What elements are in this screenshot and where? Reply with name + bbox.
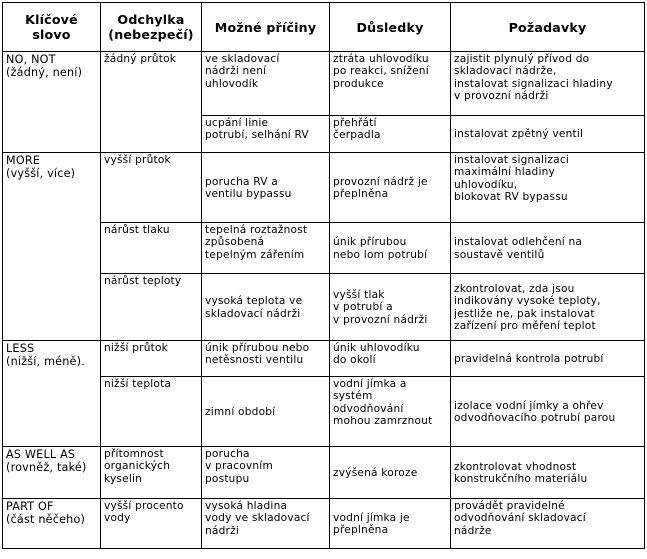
cause-cell: vysoká teplota ve skladovací nádrži [201, 273, 330, 341]
table-row: nárůst teploty vysoká teplota ve skladov… [3, 273, 645, 341]
header-causes: Možné příčiny [201, 2, 330, 52]
keyword-cell: LESS (nižší, méně). [2, 340, 101, 447]
header-deviation: Odchylka (nebezpečí) [100, 2, 202, 52]
consequence-cell: vyšší tlak v potrubí a v provozní nádrži [329, 273, 451, 341]
deviation-cell: žádný průtok [100, 51, 202, 153]
hazop-table: Klíčové slovo Odchylka (nebezpečí) Možné… [2, 2, 645, 549]
header-requirements: Požadavky [450, 2, 645, 52]
requirement-cell: pravidelná kontrola potrubí [450, 340, 645, 377]
requirement-cell: zkontrolovat vhodnost konstrukčního mate… [450, 446, 645, 499]
cause-cell: únik přírubou nebo netěsnosti ventilu [201, 340, 330, 377]
requirement-cell: zkontrolovat, zda jsou indikovány vysoké… [450, 273, 645, 341]
header-keyword: Klíčové slovo [2, 2, 101, 52]
requirement-cell: instalovat odlehčení na soustavě ventilů [450, 222, 645, 274]
keyword-cell: MORE (vyšší, více) [2, 152, 101, 341]
header-consequences: Důsledky [329, 2, 451, 52]
requirement-cell: instalovat zpětný ventil [450, 115, 645, 153]
requirement-cell: zajistit plynulý přívod do skladovací ná… [450, 51, 645, 116]
consequence-cell: vodní jímka a systém odvodňování mohou z… [329, 376, 451, 447]
deviation-cell: nárůst teploty [100, 273, 202, 341]
consequence-cell: vodní jímka je přeplněna [329, 498, 451, 549]
requirement-cell: provádět pravidelné odvodňování skladova… [450, 498, 645, 549]
consequence-cell: únik uhlovodíku do okolí [329, 340, 451, 377]
cause-cell: tepelná roztažnost způsobená tepelným zá… [201, 222, 330, 274]
cause-cell: vysoká hladina vody ve skladovací nádrži [201, 498, 330, 549]
cause-cell: porucha v pracovním postupu [201, 446, 330, 499]
keyword-cell: NO, NOT (žádný, není) [2, 51, 101, 153]
requirement-cell: izolace vodní jímky a ohřev odvodňovacíh… [450, 376, 645, 447]
consequence-cell: přehřátí čerpadla [329, 115, 451, 153]
consequence-cell: zvýšená koroze [329, 446, 451, 499]
keyword-cell: PART OF (část něčeho) [2, 498, 101, 549]
consequence-cell: ztráta uhlovodíku po reakci, snížení pro… [329, 51, 451, 116]
cause-cell: ucpání linie potrubí, selhání RV [201, 115, 330, 153]
keyword-cell: AS WELL AS (rovněž, také) [2, 446, 101, 499]
table-row: NO, NOT (žádný, není) žádný průtok ve sk… [2, 51, 645, 153]
header-row: Klíčové slovo Odchylka (nebezpečí) Možné… [2, 2, 645, 52]
table-row: MORE (vyšší, více) vyšší průtok porucha … [2, 152, 645, 341]
cause-cell: ve skladovací nádrži není uhlovodík [201, 51, 330, 116]
table-row: nárůst tlaku tepelná roztažnost způsoben… [3, 222, 645, 274]
deviation-cell: nárůst tlaku [100, 222, 202, 274]
consequence-cell: únik přírubou nebo lom potrubí [329, 222, 451, 274]
deviation-cell: nižší průtok [100, 340, 202, 377]
cause-cell: porucha RV a ventilu bypassu [201, 152, 330, 223]
cause-cell: zimní období [201, 376, 330, 447]
deviation-cell: přítomnost organických kyselin [100, 446, 202, 499]
consequence-cell: provozní nádrž je přeplněna [329, 152, 451, 223]
deviation-cell: vyšší průtok [100, 152, 202, 223]
table-row: LESS (nižší, méně). nižší průtok únik př… [2, 340, 645, 447]
requirement-cell: instalovat signalizaci maximální hladiny… [450, 152, 645, 223]
table-row: AS WELL AS (rovněž, také) přítomnost org… [2, 446, 645, 499]
deviation-cell: vyšší procento vody [100, 498, 202, 549]
table-row: PART OF (část něčeho) vyšší procento vod… [2, 498, 645, 549]
deviation-cell: nižší teplota [100, 376, 202, 447]
